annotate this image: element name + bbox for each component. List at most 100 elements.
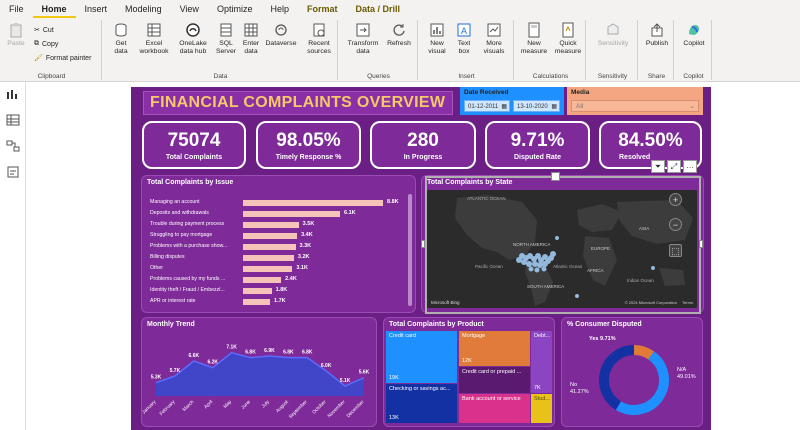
treemap-tile-checking-savings[interactable]: Checking or savings ac... 13K (386, 384, 457, 423)
table-icon (244, 23, 258, 37)
menu-home[interactable]: Home (32, 0, 76, 18)
calendar-icon[interactable]: ▦ (501, 104, 507, 110)
issue-bar-row[interactable]: APR or interest rate 1.7K (150, 297, 410, 306)
paste-button[interactable]: Paste (5, 22, 27, 48)
issue-bar[interactable] (243, 233, 298, 239)
treemap-tile-debt[interactable]: Debt... 7K (531, 331, 552, 393)
format-painter-label: Format painter (45, 54, 92, 62)
excel-workbook-button[interactable]: Excel workbook (136, 22, 172, 56)
resize-handle[interactable] (699, 240, 703, 248)
donut-slice-yes[interactable] (633, 345, 655, 360)
enter-data-button[interactable]: Enter data (240, 22, 262, 56)
zoom-out-icon[interactable]: − (669, 218, 682, 231)
recent-sources-button[interactable]: Recent sources (302, 22, 336, 56)
refresh-button[interactable]: Refresh (384, 22, 414, 48)
issue-bar-row[interactable]: Problems with a purchase show... 3.3K (150, 242, 410, 251)
calendar-icon[interactable]: ▦ (551, 104, 557, 110)
queries-group-label: Queries (367, 73, 390, 80)
text-box-button[interactable]: A Text box (452, 22, 476, 56)
issue-bar[interactable] (243, 211, 341, 217)
cut-button[interactable]: ✂ Cut (34, 26, 54, 35)
kpi-label: Disputed Rate (513, 154, 562, 161)
issue-bar[interactable] (243, 200, 383, 206)
cut-label: Cut (42, 26, 54, 34)
slice-name: No (570, 382, 578, 388)
menu-modeling[interactable]: Modeling (125, 4, 162, 14)
sql-server-button[interactable]: SQL Server (214, 22, 238, 56)
date-from-input[interactable]: 01-12-2011 ▦ (464, 100, 510, 112)
tile-label: Mortgage (462, 333, 486, 339)
issue-bar[interactable] (243, 244, 296, 250)
issue-bar-row[interactable]: Trouble during payment process 3.5K (150, 220, 410, 229)
more-options-icon[interactable]: … (683, 160, 697, 173)
treemap-tile-credit-card-prepaid[interactable]: Credit card or prepaid ... (459, 367, 530, 393)
issue-bar-row[interactable]: Managing an account 8.8K (150, 198, 410, 207)
excel-workbook-label: Excel workbook (139, 40, 169, 55)
onelake-icon (186, 23, 200, 37)
date-to-input[interactable]: 13-10-2020 ▦ (513, 100, 560, 112)
dataverse-button[interactable]: Dataverse (264, 22, 298, 48)
treemap-tile-credit-card[interactable]: Credit card 19K (386, 331, 457, 383)
donut-slice-na[interactable] (615, 351, 669, 415)
copy-button[interactable]: ⧉ Copy (34, 40, 58, 48)
resize-handle[interactable] (421, 240, 425, 248)
transform-data-button[interactable]: Transform data (344, 22, 382, 56)
menu-file[interactable]: File (9, 4, 24, 14)
new-measure-button[interactable]: New measure (518, 22, 550, 56)
issue-bar[interactable] (243, 266, 293, 272)
issue-bar[interactable] (243, 288, 272, 294)
map-terms-link[interactable]: Terms (682, 300, 693, 305)
menu-insert[interactable]: Insert (84, 4, 108, 14)
menu-data-drill[interactable]: Data / Drill (355, 4, 400, 14)
consumer-disputed-panel: % Consumer Disputed Yes 9.71% N/A 49.01% … (561, 317, 703, 427)
trend-month-label: April (203, 399, 214, 410)
issue-bar-row[interactable]: Billing disputes 3.2K (150, 253, 410, 262)
menu-format[interactable]: Format (306, 4, 338, 14)
donut-slice-no[interactable] (599, 345, 635, 410)
treemap-tile-bank-account[interactable]: Bank account or service (459, 394, 530, 423)
issue-bar-row[interactable]: Other 3.1K (150, 264, 410, 273)
issue-bar-row[interactable]: Identity theft / Fraud / Embezzl... 1.8K (150, 286, 410, 295)
format-painter-button[interactable]: 🖌 Format painter (34, 54, 92, 63)
new-visual-button[interactable]: New visual (424, 22, 450, 56)
bing-logo: Microsoft Bing (431, 300, 460, 305)
report-view-icon[interactable] (6, 88, 20, 100)
copilot-button[interactable]: Copilot (679, 22, 709, 48)
model-view-icon[interactable] (6, 140, 20, 152)
zoom-in-icon[interactable]: + (669, 193, 682, 206)
more-visuals-button[interactable]: More visuals (478, 22, 510, 56)
menu-view[interactable]: View (179, 4, 199, 14)
quick-measure-button[interactable]: Quick measure (552, 22, 584, 56)
issue-bar[interactable] (243, 222, 299, 228)
onelake-data-hub-button[interactable]: OneLake data hub (174, 22, 212, 56)
map-label: Indian Ocean (627, 278, 654, 283)
donut-label-na: N/A 49.01% (677, 367, 703, 381)
issue-bar[interactable] (243, 299, 271, 305)
publish-button[interactable]: Publish (643, 22, 671, 48)
tile-value: 12K (462, 358, 472, 364)
menu-optimize[interactable]: Optimize (216, 4, 253, 14)
resize-handle[interactable] (551, 172, 560, 181)
media-dropdown[interactable]: All ⌄ (571, 100, 699, 112)
monthly-trend-chart: 5.3K January 5.7K February 6.6K March 6.2K Apri… (142, 345, 370, 420)
state-map[interactable]: ATLANTIC OCEAN NORTH AMERICA Pacific Oce… (427, 190, 697, 308)
issue-bar-row[interactable]: Deposits and withdrawals 6.1K (150, 209, 410, 218)
select-tool-icon[interactable]: ⬚ (669, 244, 682, 257)
copilot-icon (689, 25, 699, 35)
focus-mode-icon[interactable]: ⤢ (667, 160, 681, 173)
table-view-icon[interactable] (6, 114, 20, 126)
issue-bar[interactable] (243, 277, 282, 283)
treemap-tile-mortgage[interactable]: Mortgage 12K (459, 331, 530, 366)
sensitivity-button[interactable]: Sensitivity (592, 22, 634, 48)
paste-label: Paste (7, 40, 25, 47)
issue-bar-row[interactable]: Struggling to pay mortgage 3.4K (150, 231, 410, 240)
issue-bar-row[interactable]: Problems caused by my funds ... 2.4K (150, 275, 410, 284)
treemap-tile-student[interactable]: Stud... (531, 394, 552, 423)
issue-bar[interactable] (243, 255, 294, 261)
filter-icon[interactable]: ⏷ (651, 160, 665, 173)
dax-query-view-icon[interactable] (6, 166, 20, 178)
menu-help[interactable]: Help (270, 4, 289, 14)
issue-label: Struggling to pay mortgage (150, 232, 213, 238)
get-data-button[interactable]: Get data (108, 22, 134, 56)
issues-scrollbar[interactable] (408, 194, 412, 306)
